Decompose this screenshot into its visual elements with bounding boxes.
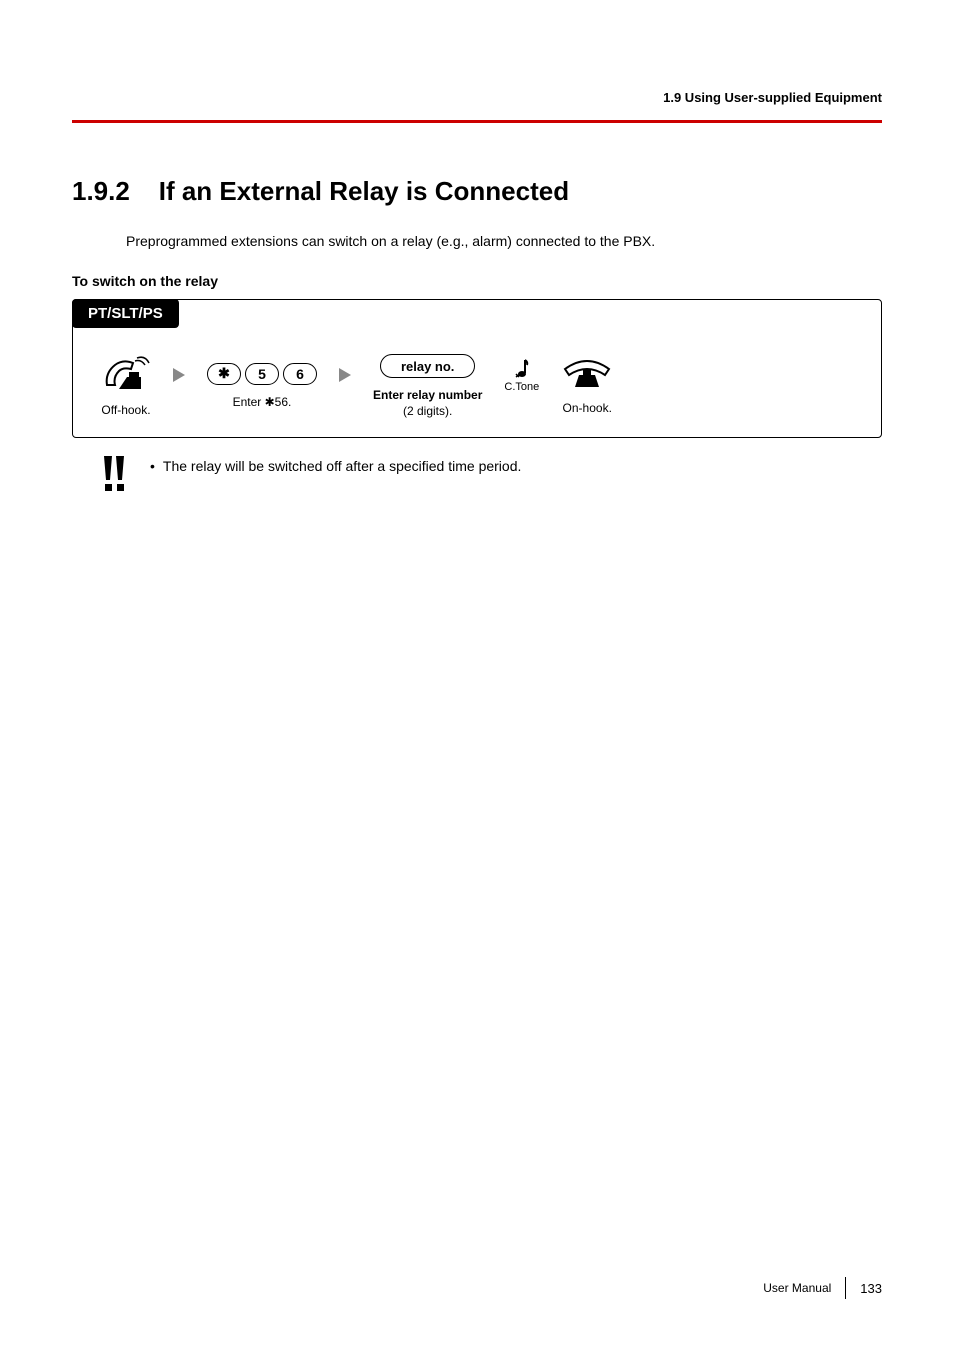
keycap-5: 5 (245, 363, 279, 385)
step-enter-code-caption: Enter ✱56. (233, 395, 292, 411)
step-offhook: Off-hook. (101, 355, 151, 419)
bullet: • (150, 458, 155, 474)
phone-onhook-icon (561, 357, 613, 391)
ctone-indicator: C.Tone (504, 357, 539, 393)
procedure-box: PT/SLT/PS Off-hook. (72, 299, 882, 438)
phone-offhook-icon (101, 355, 151, 393)
footer-separator (845, 1277, 846, 1299)
section-heading: If an External Relay is Connected (159, 176, 569, 206)
important-icon (98, 454, 132, 494)
keycap-star: ✱ (207, 363, 241, 385)
relay-caption-line1: Enter relay number (373, 388, 482, 402)
note-icon (513, 357, 531, 379)
section-title: 1.9.2 If an External Relay is Connected (72, 176, 882, 207)
footer-label: User Manual (763, 1281, 831, 1295)
relay-no-pill: relay no. (380, 354, 475, 378)
keycap-row: ✱ 5 6 (207, 363, 317, 385)
device-badge: PT/SLT/PS (72, 299, 179, 328)
step-onhook-caption: On-hook. (563, 401, 612, 417)
step-relay-no-caption: Enter relay number (2 digits). (373, 388, 482, 419)
intro-paragraph: Preprogrammed extensions can switch on a… (126, 233, 882, 249)
arrow-icon (173, 368, 185, 382)
page-number: 133 (860, 1281, 882, 1296)
header-rule (72, 120, 882, 123)
note-text: • The relay will be switched off after a … (150, 458, 521, 474)
ctone-label: C.Tone (504, 381, 539, 393)
step-onhook: On-hook. (561, 357, 613, 417)
header-section-label: 1.9 Using User-supplied Equipment (663, 90, 882, 105)
step-enter-code: ✱ 5 6 Enter ✱56. (207, 363, 317, 411)
note-content: The relay will be switched off after a s… (163, 458, 521, 474)
step-offhook-caption: Off-hook. (101, 403, 150, 419)
subheading: To switch on the relay (72, 273, 882, 289)
keycap-6: 6 (283, 363, 317, 385)
page-footer: User Manual 133 (763, 1277, 882, 1299)
section-number: 1.9.2 (72, 176, 130, 206)
note-row: • The relay will be switched off after a … (98, 454, 882, 494)
procedure-flow: Off-hook. ✱ 5 6 Enter ✱56. relay no. Ent… (73, 328, 881, 419)
step-relay-no: relay no. Enter relay number (2 digits). (373, 354, 482, 419)
arrow-icon (339, 368, 351, 382)
relay-caption-line2: (2 digits). (403, 404, 452, 418)
